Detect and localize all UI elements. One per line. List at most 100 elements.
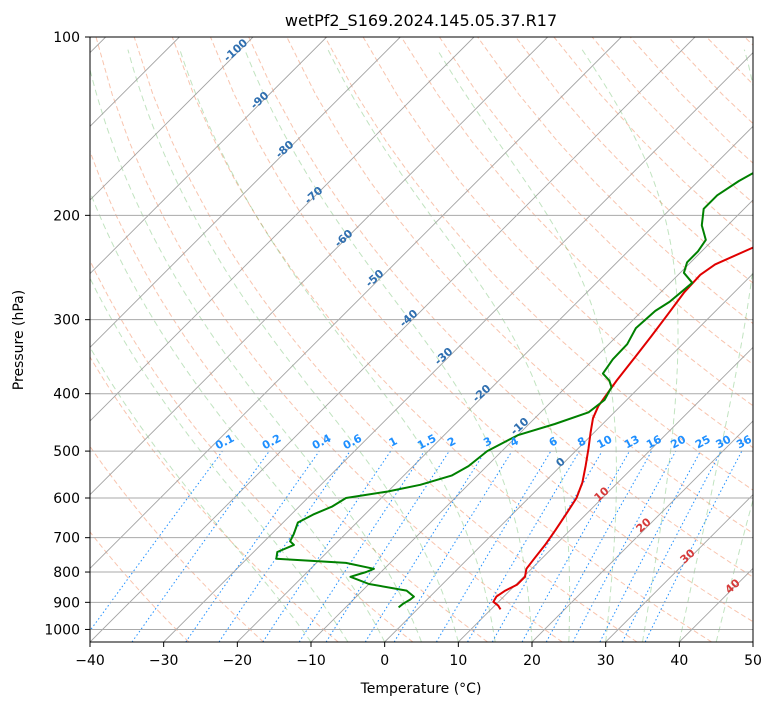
isotherm-line xyxy=(90,37,475,422)
mixing-ratio-label: 3 xyxy=(481,434,494,449)
mixing-ratio-label: 1 xyxy=(387,434,400,449)
mixing-ratio-label: 30 xyxy=(714,433,734,452)
x-tick-label: 10 xyxy=(449,653,467,669)
mixing-ratio-line xyxy=(545,450,653,642)
y-axis-ticks: 100 200 300 400 500 600 700 800 900 1000 xyxy=(44,30,90,638)
dry-adiabat-line xyxy=(171,37,712,642)
mixing-ratio-line xyxy=(298,450,425,642)
dry-adiabat-label: -30 xyxy=(432,345,456,368)
x-tick-label: −30 xyxy=(149,653,179,669)
mixing-ratio-label: 0.6 xyxy=(341,432,365,453)
mixing-ratio-label: 0.2 xyxy=(260,432,283,453)
y-tick-label: 900 xyxy=(53,595,80,611)
moist-adiabat-label: 20 xyxy=(634,515,654,535)
dry-adiabat-label: -50 xyxy=(363,267,387,290)
moist-adiabat-line xyxy=(127,49,459,642)
x-axis-label: Temperature (°C) xyxy=(360,681,482,697)
x-tick-label: 50 xyxy=(744,653,762,669)
dry-adiabat-line xyxy=(438,37,753,365)
y-tick-label: 400 xyxy=(53,387,80,403)
mixing-ratio-label: 0.4 xyxy=(310,432,334,453)
mixing-ratio-line xyxy=(521,450,630,642)
x-axis-ticks: −40 −30 −20 −10 0 10 20 30 40 50 xyxy=(75,642,762,669)
mixing-ratio-line xyxy=(393,450,513,642)
x-tick-label: 40 xyxy=(670,653,688,669)
mixing-ratio-label: 13 xyxy=(622,433,642,452)
x-tick-label: 30 xyxy=(597,653,615,669)
dry-adiabat-label: -20 xyxy=(470,382,494,405)
temperature-profile-line xyxy=(492,246,753,610)
dry-adiabat-label: -100 xyxy=(221,36,250,64)
mixing-ratio-label: 36 xyxy=(734,433,754,452)
isotherm-line xyxy=(163,52,753,642)
dry-adiabat-label: -80 xyxy=(273,138,297,161)
dry-adiabat-line xyxy=(515,37,753,284)
y-tick-label: 300 xyxy=(53,313,80,329)
chart-title: wetPf2_S169.2024.145.05.37.R17 xyxy=(285,11,557,31)
dry-adiabat-label: -70 xyxy=(302,184,326,207)
isotherm-line xyxy=(90,37,401,348)
isotherm-line xyxy=(384,273,753,642)
x-tick-label: −20 xyxy=(223,653,253,669)
moist-adiabat-line xyxy=(179,49,496,642)
mixing-ratio-line xyxy=(644,450,743,642)
x-tick-label: 20 xyxy=(523,653,541,669)
moist-adiabat-line xyxy=(90,190,386,642)
line-labels: 0.1 0.2 0.4 0.6 1 1.5 2 3 4 6 8 10 13 16 20 25 30 36-100-… xyxy=(213,36,754,596)
x-tick-label: 0 xyxy=(380,653,389,669)
isotherm-line xyxy=(237,125,753,642)
mixing-ratio-line xyxy=(467,450,580,642)
mixing-ratio-label: 1.5 xyxy=(415,432,438,453)
isotherm-line xyxy=(752,641,753,642)
isotherm-line xyxy=(605,494,753,642)
dry-adiabat-line xyxy=(553,37,753,244)
dry-adiabat-label: -90 xyxy=(248,89,272,112)
moist-adiabat-line xyxy=(436,49,617,642)
moist-adiabat-line xyxy=(678,49,753,642)
mixing-ratio-line xyxy=(185,450,320,642)
isotherm-line xyxy=(90,37,254,201)
mixing-ratio-label: 20 xyxy=(668,433,688,452)
dry-adiabat-label: -10 xyxy=(508,415,532,438)
dry-adiabat-line xyxy=(95,37,563,642)
moist-adiabat-label: 40 xyxy=(723,576,743,596)
dewpoint-profile-line xyxy=(275,171,753,609)
grid-lines xyxy=(90,37,753,642)
dry-adiabat-line xyxy=(90,445,264,642)
y-axis-label: Pressure (hPa) xyxy=(11,290,27,390)
dry-adiabat-line xyxy=(90,149,488,642)
y-tick-label: 500 xyxy=(53,444,80,460)
mixing-ratio-line xyxy=(621,450,722,642)
mixing-ratio-line xyxy=(572,450,677,642)
isotherm-line xyxy=(90,37,327,275)
dry-adiabat-line xyxy=(133,37,638,642)
moist-adiabat-line xyxy=(90,67,422,642)
moist-adiabat-line xyxy=(90,346,312,642)
mixing-ratio-label: 0.1 xyxy=(213,432,236,453)
dry-adiabat-line xyxy=(324,37,753,491)
mixing-ratio-line xyxy=(90,450,223,632)
mixing-ratio-label: 6 xyxy=(547,434,560,449)
moist-adiabat-line xyxy=(581,49,679,642)
mixing-ratio-line xyxy=(262,450,392,642)
isotherm-line xyxy=(90,37,622,569)
x-tick-label: −40 xyxy=(75,653,105,669)
dry-adiabat-line xyxy=(90,356,339,642)
moist-adiabat-line xyxy=(90,277,349,642)
background-lines xyxy=(90,37,753,642)
mixing-ratio-label: 8 xyxy=(575,434,588,449)
moist-adiabat-line xyxy=(244,49,533,642)
dry-adiabat-line xyxy=(744,37,753,46)
mixing-ratio-label: 10 xyxy=(595,433,615,452)
sounding-profiles xyxy=(275,171,753,610)
dry-adiabat-line xyxy=(90,259,414,642)
dry-adiabat-line xyxy=(706,37,753,86)
mixing-ratio-label: 16 xyxy=(644,433,664,452)
isotherm-line xyxy=(90,37,696,642)
isotherm-line xyxy=(458,346,753,642)
mixing-ratio-label: 2 xyxy=(445,434,458,449)
moist-adiabat-line xyxy=(327,49,571,642)
mixing-ratio-line xyxy=(218,450,351,642)
y-tick-label: 200 xyxy=(53,208,80,224)
